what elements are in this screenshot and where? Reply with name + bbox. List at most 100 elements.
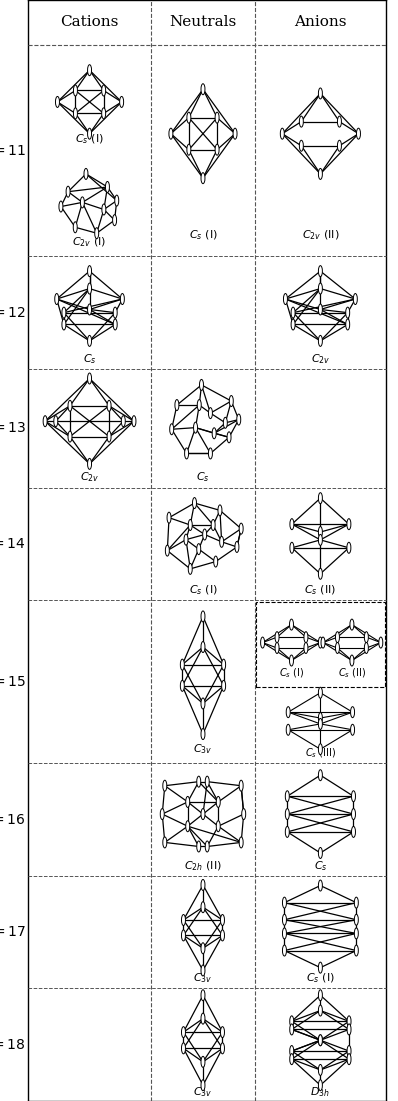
Circle shape: [283, 928, 287, 939]
Circle shape: [289, 619, 293, 630]
Circle shape: [351, 827, 355, 838]
Circle shape: [318, 492, 322, 503]
Circle shape: [351, 808, 355, 819]
Circle shape: [290, 1046, 294, 1057]
Circle shape: [347, 1046, 351, 1057]
Circle shape: [74, 85, 78, 96]
Circle shape: [318, 1035, 322, 1046]
Text: $C_s$: $C_s$: [83, 352, 96, 366]
Circle shape: [239, 837, 243, 848]
Circle shape: [203, 528, 207, 539]
Circle shape: [239, 523, 243, 534]
Circle shape: [318, 568, 322, 579]
Circle shape: [291, 319, 295, 330]
Circle shape: [55, 294, 59, 305]
Circle shape: [88, 373, 92, 384]
Circle shape: [285, 808, 289, 819]
Circle shape: [318, 1005, 322, 1016]
Text: $n = 13$: $n = 13$: [0, 422, 26, 435]
Text: $C_s\ \rm{(II)}$: $C_s\ \rm{(II)}$: [338, 666, 366, 679]
Circle shape: [201, 880, 205, 891]
Circle shape: [180, 680, 184, 691]
Circle shape: [214, 556, 218, 567]
Circle shape: [216, 820, 220, 831]
Circle shape: [318, 712, 322, 723]
Circle shape: [275, 632, 279, 643]
Text: $n = 16$: $n = 16$: [0, 813, 26, 827]
Circle shape: [201, 942, 205, 953]
Circle shape: [346, 307, 350, 318]
Text: Neutrals: Neutrals: [170, 15, 236, 30]
Circle shape: [68, 432, 72, 443]
Circle shape: [113, 215, 117, 226]
Circle shape: [285, 827, 289, 838]
Circle shape: [197, 841, 201, 852]
Circle shape: [318, 962, 322, 973]
Circle shape: [318, 880, 322, 891]
Circle shape: [220, 536, 224, 547]
Text: $n = 11$: $n = 11$: [0, 143, 26, 157]
Text: $C_s$: $C_s$: [314, 859, 327, 873]
Circle shape: [120, 294, 124, 305]
Text: $C_{3v}$: $C_{3v}$: [193, 971, 213, 985]
Circle shape: [379, 637, 383, 648]
Circle shape: [283, 914, 287, 925]
Circle shape: [351, 707, 355, 718]
Circle shape: [175, 400, 179, 411]
Circle shape: [163, 837, 167, 848]
Circle shape: [283, 897, 287, 908]
Circle shape: [113, 319, 117, 330]
Circle shape: [101, 108, 105, 119]
Circle shape: [291, 307, 295, 318]
Circle shape: [318, 1080, 322, 1091]
Circle shape: [286, 707, 290, 718]
Circle shape: [205, 776, 209, 787]
Circle shape: [347, 1054, 351, 1065]
Circle shape: [84, 168, 88, 179]
Text: $C_s\ \rm{(I)}$: $C_s\ \rm{(I)}$: [189, 229, 217, 242]
Circle shape: [193, 498, 197, 509]
Circle shape: [354, 914, 358, 925]
Circle shape: [201, 642, 205, 653]
Text: $C_{2v}$: $C_{2v}$: [311, 352, 330, 366]
Circle shape: [188, 520, 192, 531]
Circle shape: [54, 416, 58, 427]
Circle shape: [74, 108, 78, 119]
Text: $n = 17$: $n = 17$: [0, 925, 26, 939]
Circle shape: [132, 416, 136, 427]
Circle shape: [290, 519, 294, 530]
Text: $C_s\ \rm{(III)}$: $C_s\ \rm{(III)}$: [305, 746, 336, 760]
Text: $n = 14$: $n = 14$: [0, 537, 26, 550]
Circle shape: [88, 128, 92, 139]
Circle shape: [55, 97, 59, 108]
Circle shape: [318, 534, 322, 545]
Circle shape: [88, 336, 92, 347]
Circle shape: [299, 140, 303, 151]
Circle shape: [318, 336, 322, 347]
Circle shape: [169, 128, 173, 139]
Circle shape: [187, 144, 191, 155]
Circle shape: [283, 294, 287, 305]
Circle shape: [261, 637, 265, 648]
Circle shape: [62, 319, 66, 330]
Circle shape: [318, 304, 322, 315]
Text: Cations: Cations: [60, 15, 119, 30]
Circle shape: [88, 283, 92, 294]
Circle shape: [229, 395, 233, 406]
Circle shape: [218, 505, 222, 516]
Circle shape: [290, 1054, 294, 1065]
Circle shape: [290, 1016, 294, 1027]
Text: $n = 15$: $n = 15$: [0, 675, 26, 689]
Circle shape: [216, 796, 220, 807]
Circle shape: [184, 534, 188, 545]
Circle shape: [201, 698, 205, 709]
Circle shape: [350, 619, 354, 630]
Circle shape: [209, 448, 213, 459]
Circle shape: [222, 680, 226, 691]
Circle shape: [66, 186, 70, 197]
Circle shape: [95, 228, 99, 239]
Circle shape: [336, 643, 339, 654]
Circle shape: [239, 781, 243, 792]
Circle shape: [354, 945, 358, 956]
Circle shape: [197, 544, 201, 555]
